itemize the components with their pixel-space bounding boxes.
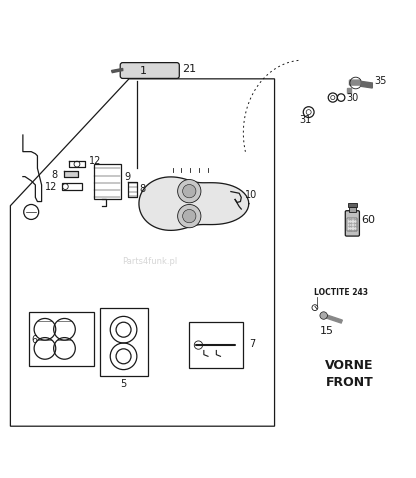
Text: 9: 9 <box>124 173 130 183</box>
Text: 30: 30 <box>347 93 359 103</box>
Text: 60: 60 <box>361 215 375 225</box>
Text: 15: 15 <box>319 326 334 337</box>
Bar <box>94 164 121 199</box>
Text: 6: 6 <box>31 335 37 345</box>
Text: 8: 8 <box>51 170 57 180</box>
Bar <box>100 308 148 376</box>
FancyBboxPatch shape <box>120 63 179 78</box>
Bar <box>189 322 243 368</box>
Circle shape <box>183 185 196 198</box>
Bar <box>29 312 94 366</box>
Text: 8: 8 <box>139 184 145 194</box>
Polygon shape <box>111 68 123 73</box>
Text: 35: 35 <box>374 76 387 86</box>
Text: 12: 12 <box>45 183 57 193</box>
Polygon shape <box>322 314 342 323</box>
Bar <box>347 218 357 231</box>
Text: FRONT: FRONT <box>326 376 373 389</box>
Text: 10: 10 <box>245 190 258 200</box>
Text: 31: 31 <box>300 116 312 125</box>
Text: VORNE: VORNE <box>325 359 374 372</box>
Text: 7: 7 <box>250 339 256 349</box>
Circle shape <box>320 312 327 319</box>
Circle shape <box>183 209 196 223</box>
Text: 5: 5 <box>120 379 127 389</box>
Circle shape <box>178 205 201 228</box>
Bar <box>62 183 82 190</box>
Polygon shape <box>349 80 361 85</box>
FancyBboxPatch shape <box>345 211 359 236</box>
Polygon shape <box>139 177 249 230</box>
Polygon shape <box>361 81 372 88</box>
Text: 21: 21 <box>182 64 196 74</box>
Text: Parts4funk.pl: Parts4funk.pl <box>122 257 177 266</box>
Text: 12: 12 <box>89 156 102 166</box>
Text: LOCTITE 243: LOCTITE 243 <box>314 288 368 297</box>
Text: 1: 1 <box>139 65 146 76</box>
Circle shape <box>178 180 201 203</box>
Polygon shape <box>347 88 351 93</box>
Bar <box>349 207 356 212</box>
Bar <box>348 203 357 207</box>
